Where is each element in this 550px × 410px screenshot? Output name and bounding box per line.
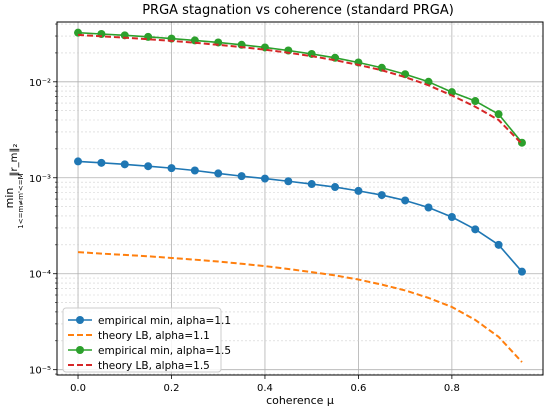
series-0-point	[284, 177, 293, 186]
series-2-point	[471, 97, 480, 106]
series-0-point	[447, 213, 456, 222]
legend-marker-0	[76, 316, 84, 324]
series-2-point	[494, 110, 503, 119]
x-tick-label: 0.2	[164, 383, 180, 394]
grid	[57, 22, 543, 375]
x-tick-label: 0.8	[444, 383, 460, 394]
x-tick-label: 0.4	[257, 383, 273, 394]
series-0-point	[237, 172, 246, 181]
x-tick-label: 0.0	[70, 383, 86, 394]
series-0-point	[331, 183, 340, 192]
ticks: 0.0 0.2 0.4 0.6 0.8 10⁻⁵ 10⁻⁴ 10⁻³ 10⁻²	[29, 23, 460, 394]
series-line-3	[77, 33, 523, 145]
series-0-point	[307, 180, 316, 189]
legend-label-1: theory LB, alpha=1.1	[98, 330, 210, 342]
y-axis-label: min 1<=m≠m'<=M ‖r_m‖₂	[3, 144, 25, 229]
y-axis-label-main: min	[3, 188, 16, 209]
y-axis-label-sub: 1<=m≠m'<=M	[17, 173, 25, 228]
y-tick-label: 10⁻³	[29, 174, 51, 185]
series-0-point	[144, 162, 153, 171]
legend-box	[62, 307, 222, 373]
legend-marker-2	[76, 346, 84, 354]
series-0-point	[260, 174, 269, 183]
y-tick-label: 10⁻⁵	[29, 366, 51, 377]
legend-label-2: empirical min, alpha=1.5	[98, 345, 231, 357]
series-0-point	[377, 191, 386, 200]
y-axis-label-norm: ‖r_m‖₂	[9, 144, 20, 177]
series-0-point	[354, 186, 363, 195]
series-0-point	[471, 225, 480, 234]
series-0-point	[401, 196, 410, 205]
series-line-1	[77, 251, 523, 363]
x-tick-label: 0.6	[350, 383, 366, 394]
legend-label-0: empirical min, alpha=1.1	[98, 315, 231, 327]
series-0-point	[120, 160, 129, 169]
series-0-point	[424, 203, 433, 212]
series-0-point	[167, 164, 176, 173]
series-0-point	[97, 158, 106, 167]
series-0-point	[190, 166, 199, 175]
legend: empirical min, alpha=1.1 theory LB, alpha…	[62, 307, 231, 373]
legend-label-3: theory LB, alpha=1.5	[98, 360, 210, 372]
y-tick-label: 10⁻⁴	[29, 270, 51, 281]
series-0-point	[517, 267, 526, 276]
x-axis-label: coherence μ	[266, 394, 334, 407]
series-0-point	[74, 157, 83, 166]
series-layer	[74, 28, 526, 363]
chart-title: PRGA stagnation vs coherence (standard P…	[142, 3, 454, 18]
y-tick-label: 10⁻²	[29, 78, 51, 89]
series-0-point	[214, 169, 223, 178]
series-0-point	[494, 240, 503, 249]
plot-frame	[56, 21, 544, 376]
